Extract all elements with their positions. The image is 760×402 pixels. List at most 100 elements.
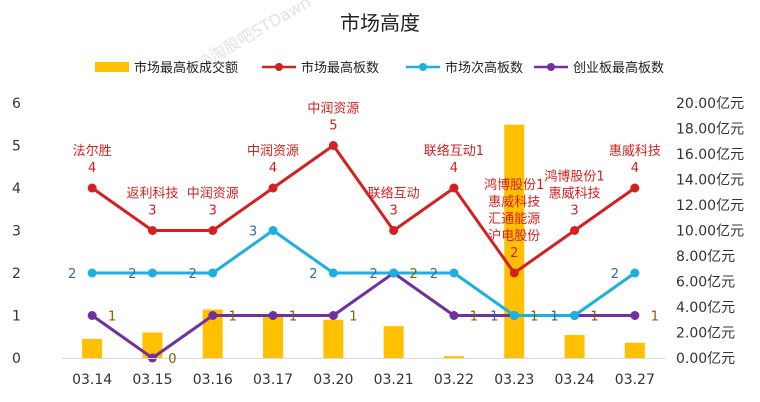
series-point <box>449 268 459 278</box>
y-tick-right: 16.00亿元 <box>676 147 744 163</box>
y-tick-right: 4.00亿元 <box>676 300 735 316</box>
series-point <box>630 268 640 278</box>
data-label-top-board: 3 <box>390 204 398 219</box>
data-label-top-board: 4 <box>269 161 277 176</box>
series-point <box>87 311 97 320</box>
series-point <box>449 183 459 193</box>
data-label-second-board: 2 <box>611 267 619 282</box>
data-label-chinext-board: 1 <box>289 310 297 325</box>
y-axis-left: 0 1 2 3 4 5 6 <box>12 96 21 367</box>
y-tick-right: 0.00亿元 <box>676 351 735 367</box>
data-label-second-board: 2 <box>128 267 136 282</box>
y-tick-right: 2.00亿元 <box>676 326 735 342</box>
series-point <box>208 268 218 278</box>
chart-title: 市场高度 <box>340 11 420 35</box>
bar <box>383 326 404 358</box>
y-tick-right: 12.00亿元 <box>676 198 744 214</box>
data-label-chinext-board: 0 <box>168 352 176 367</box>
data-label-top-board: 中润资源 <box>307 102 359 117</box>
series-line <box>92 229 636 317</box>
series-point <box>147 226 157 235</box>
x-tick-label: 03.24 <box>555 372 595 388</box>
series-point <box>630 183 640 193</box>
data-label-second-board: 2 <box>68 267 76 282</box>
series-point <box>268 183 278 193</box>
data-label-top-board: 鸿博股份1 <box>484 177 544 193</box>
data-label-second-board: 3 <box>249 225 257 240</box>
x-tick-label: 03.20 <box>313 372 353 388</box>
series-point <box>328 268 338 278</box>
data-label-top-board: 惠威科技 <box>609 144 661 159</box>
data-label-top-board: 3 <box>209 204 217 219</box>
legend-entry: 市场最高板数 <box>301 60 379 76</box>
x-tick-label: 03.22 <box>434 372 474 388</box>
legend: 市场最高板成交额 市场最高板数 市场次高板数 创业板最高板数 <box>95 60 664 76</box>
y-tick-left: 4 <box>12 181 21 197</box>
series-point <box>268 226 278 235</box>
legend-swatch-marker <box>419 63 427 71</box>
x-tick-label: 03.27 <box>615 372 655 388</box>
data-label-second-board: 2 <box>189 267 197 282</box>
x-axis: 03.14 03.15 03.16 03.17 03.20 03.21 03.22 03.23… <box>62 358 665 388</box>
data-label-top-board: 3 <box>570 204 578 219</box>
y-tick-right: 6.00亿元 <box>676 275 735 291</box>
legend-entry: 创业板最高板数 <box>573 60 664 76</box>
series-point <box>208 226 218 235</box>
bar <box>202 309 223 358</box>
y-tick-right: 20.00亿元 <box>676 96 744 112</box>
x-tick-label: 03.16 <box>193 372 233 388</box>
series-point <box>87 268 97 278</box>
legend-swatch-marker <box>275 63 283 71</box>
series-point <box>208 311 218 320</box>
series-line <box>91 144 636 275</box>
legend-entry: 市场最高板成交额 <box>134 60 238 76</box>
legend-swatch-bar <box>95 62 129 72</box>
bar-series <box>82 124 645 358</box>
data-label-chinext-board: 2 <box>410 267 418 282</box>
series-point <box>328 141 338 150</box>
data-label-chinext-board: 1 <box>229 310 237 325</box>
data-label-chinext-board: 1 <box>349 310 357 325</box>
series-point <box>570 311 580 320</box>
series-point <box>630 311 640 320</box>
data-label-chinext-board: 1 <box>651 310 659 325</box>
data-label-top-board: 联络互动1 <box>424 143 484 159</box>
bar <box>443 356 464 358</box>
bar <box>564 335 585 358</box>
series-point <box>509 268 519 278</box>
data-label-top-board: 法尔胜 <box>73 144 112 159</box>
legend-entry: 市场次高板数 <box>445 60 523 76</box>
bar <box>263 314 284 358</box>
data-label-top-board: 中润资源 <box>187 187 239 202</box>
data-label-second-board: 1 <box>550 310 558 325</box>
data-label-second-board: 1 <box>490 310 498 325</box>
x-tick-label: 03.14 <box>72 372 112 388</box>
series-point <box>328 311 338 320</box>
y-tick-right: 18.00亿元 <box>676 122 744 138</box>
y-tick-right: 10.00亿元 <box>676 224 744 240</box>
series-point <box>389 226 399 235</box>
bar <box>82 338 103 358</box>
x-tick-label: 03.15 <box>132 372 172 388</box>
data-label-top-board: 沪电股份 <box>488 228 540 244</box>
series-point <box>389 268 399 278</box>
y-tick-left: 1 <box>12 309 21 325</box>
x-tick-label: 03.17 <box>253 372 293 388</box>
y-axis-right: 0.00亿元 2.00亿元 4.00亿元 6.00亿元 8.00亿元 10.00亿元 12.… <box>676 96 744 367</box>
legend-swatch-marker <box>547 63 555 71</box>
x-tick-label: 03.21 <box>374 372 414 388</box>
data-label-second-board: 2 <box>430 267 438 282</box>
data-label-top-board: 5 <box>329 119 337 134</box>
series-point <box>147 268 157 278</box>
y-tick-left: 6 <box>12 96 21 112</box>
y-tick-right: 14.00亿元 <box>676 173 744 189</box>
bar <box>624 342 645 358</box>
data-label-top-board: 中润资源 <box>247 144 299 159</box>
data-label-top-board: 返利科技 <box>126 187 178 202</box>
bar <box>142 332 163 358</box>
y-tick-left: 5 <box>12 139 21 155</box>
y-tick-left: 3 <box>12 224 21 240</box>
y-tick-right: 8.00亿元 <box>676 249 735 265</box>
series-point <box>509 311 519 320</box>
